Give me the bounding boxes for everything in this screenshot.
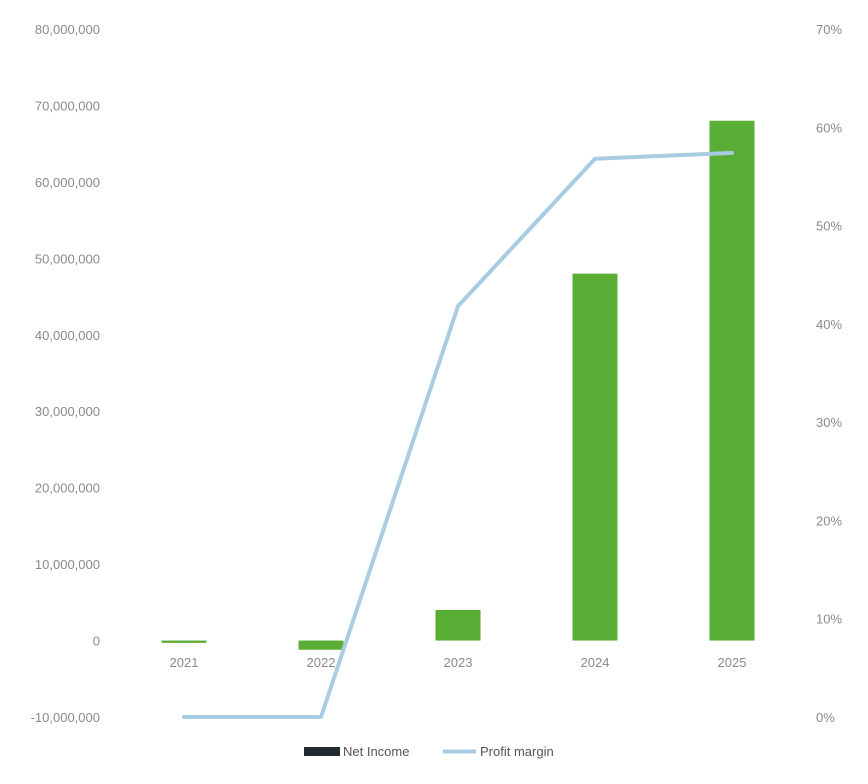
right-axis-tick-label: 0%: [816, 710, 835, 725]
left-axis-tick-label: 0: [93, 634, 100, 649]
right-axis-ticks: 0% 10% 20% 30% 40% 50% 60% 70%: [816, 22, 842, 725]
right-axis-tick-label: 40%: [816, 317, 842, 332]
right-axis-tick-label: 70%: [816, 22, 842, 37]
x-axis-tick-label: 2025: [718, 655, 747, 670]
right-axis-tick-label: 10%: [816, 612, 842, 627]
profit-margin-line: [182, 150, 734, 719]
right-axis-tick-label: 20%: [816, 513, 842, 528]
right-axis-tick-label: 60%: [816, 120, 842, 135]
legend: Net Income Profit margin: [304, 744, 554, 759]
net-income-bar: [298, 640, 344, 650]
net-income-bar: [435, 609, 481, 641]
legend-label-profit-margin: Profit margin: [480, 744, 554, 759]
left-axis-tick-label: 50,000,000: [35, 251, 100, 266]
left-axis-ticks: -10,000,000 0 10,000,000 20,000,000 30,000,0…: [31, 22, 100, 725]
right-axis-tick-label: 30%: [816, 415, 842, 430]
left-axis-tick-label: -10,000,000: [31, 710, 100, 725]
left-axis-tick-label: 40,000,000: [35, 328, 100, 343]
legend-label-net-income: Net Income: [343, 744, 409, 759]
legend-swatch-net-income: [304, 747, 340, 756]
profit-margin-line-group: [182, 150, 734, 719]
x-axis-tick-label: 2021: [170, 655, 199, 670]
net-income-bar: [709, 120, 755, 641]
x-axis-labels: 2021 2022 2023 2024 2025: [170, 655, 747, 670]
net-income-bar: [161, 640, 207, 643]
net-income-bars: [161, 120, 755, 650]
x-axis-tick-label: 2022: [307, 655, 336, 670]
left-axis-tick-label: 30,000,000: [35, 404, 100, 419]
left-axis-tick-label: 60,000,000: [35, 175, 100, 190]
left-axis-tick-label: 70,000,000: [35, 98, 100, 113]
x-axis-tick-label: 2023: [444, 655, 473, 670]
right-axis-tick-label: 50%: [816, 219, 842, 234]
left-axis-tick-label: 20,000,000: [35, 481, 100, 496]
net-income-bar: [572, 273, 618, 641]
x-axis-tick-label: 2024: [581, 655, 610, 670]
left-axis-tick-label: 80,000,000: [35, 22, 100, 37]
left-axis-tick-label: 10,000,000: [35, 557, 100, 572]
